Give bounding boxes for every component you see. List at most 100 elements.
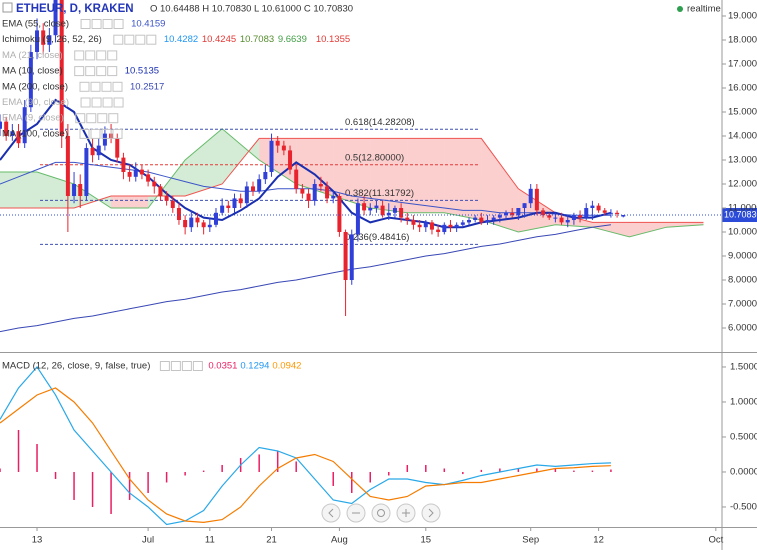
indicator-icon[interactable] (85, 66, 96, 77)
candle-body (281, 145, 286, 151)
candle-body (331, 196, 336, 199)
indicator-icon[interactable] (79, 128, 90, 139)
fib-label: 0.5(12.80000) (345, 152, 404, 163)
indicator-icon[interactable] (112, 81, 123, 92)
reset-button[interactable] (371, 503, 391, 523)
indicator-icon[interactable] (113, 19, 124, 29)
macd-readout: 0.1294 (240, 361, 269, 372)
cloud-segment (629, 222, 667, 237)
indicator-icon[interactable] (96, 50, 107, 61)
cloud-segment (481, 138, 519, 233)
indicator-icon[interactable] (113, 97, 124, 108)
candle-body (47, 35, 52, 45)
candle-body (442, 224, 447, 233)
candle-body (41, 30, 46, 45)
indicator-icon[interactable] (170, 361, 181, 371)
candle-body (615, 212, 620, 215)
indicator-icon[interactable] (86, 113, 97, 124)
candle-body (362, 203, 367, 211)
indicator-icon[interactable] (107, 50, 118, 61)
candle-body (146, 174, 151, 182)
fib-label: 0.618(14.28208) (345, 117, 415, 128)
fib-label: 0.382(11.31792) (345, 188, 414, 199)
cloud-segment (444, 138, 482, 221)
x-tick-label: Sep (522, 535, 539, 546)
indicator-icon[interactable] (85, 50, 96, 61)
candle-body (528, 188, 533, 204)
macd-title: MACD (12, 26, close, 9, false, true) (2, 361, 150, 372)
indicator-icon[interactable] (91, 97, 102, 108)
x-tick-label: 11 (205, 535, 215, 546)
indicator-icon[interactable] (90, 81, 101, 92)
indicator-icon[interactable] (102, 97, 113, 108)
candle-body (423, 222, 428, 228)
indicator-readout: 10.4282 (164, 34, 198, 45)
cloud-segment (185, 128, 223, 197)
indicator-icon[interactable] (112, 128, 123, 139)
indicator-icon[interactable] (75, 113, 86, 124)
candle-body (374, 205, 379, 209)
indicator-icon[interactable] (96, 66, 107, 77)
indicator-icon[interactable] (135, 34, 146, 45)
indicator-icon[interactable] (74, 50, 85, 61)
candle-body (288, 150, 293, 170)
macd-readout: 0.0351 (208, 361, 237, 372)
candle-body (115, 138, 120, 158)
candle-body (72, 184, 77, 197)
indicator-icon[interactable] (146, 34, 157, 45)
candle-body (0, 121, 2, 129)
scroll-right-button[interactable] (421, 503, 441, 523)
cloud-segment (37, 172, 75, 209)
candle-body (318, 184, 323, 187)
indicator-icon[interactable] (97, 113, 108, 124)
indicator-icon[interactable] (91, 19, 102, 29)
indicator-icon[interactable] (79, 81, 90, 92)
indicator-name: EMA (9, close) (2, 113, 64, 124)
indicator-icon[interactable] (124, 34, 135, 45)
indicator-icon[interactable] (102, 19, 113, 29)
candle-body (65, 136, 70, 197)
y-tick-label: 0.5000 (730, 431, 757, 442)
candle-body (164, 196, 169, 201)
x-tick-label: 13 (32, 535, 43, 546)
candle-body (269, 140, 274, 173)
main-pane: 0.618(14.28208) 0.5(12.80000) 0.382(11.317… (0, 0, 722, 333)
indicator-icon[interactable] (108, 113, 119, 124)
cloud-segment (333, 138, 371, 209)
indicator-icon[interactable] (90, 128, 101, 139)
indicator-icon[interactable] (101, 128, 112, 139)
candle-body (195, 217, 200, 223)
candle-body (510, 212, 515, 216)
cloud-line (0, 137, 704, 223)
x-tick-label: Aug (331, 535, 348, 546)
indicator-icon[interactable] (101, 81, 112, 92)
indicator-icon[interactable] (80, 19, 91, 29)
candle-body (158, 186, 163, 197)
indicator-icon[interactable] (159, 361, 170, 371)
collapse-icon[interactable] (2, 2, 13, 13)
indicator-readout: 10.4245 (202, 34, 236, 45)
scroll-left-button[interactable] (321, 503, 341, 523)
indicator-icon[interactable] (107, 66, 118, 77)
indicator-icon[interactable] (80, 97, 91, 108)
indicator-name: MA (100, close) (2, 128, 68, 139)
indicator-icon[interactable] (113, 34, 124, 45)
candle-body (541, 210, 546, 216)
ohlc-readout: O 10.64488 H 10.70830 L 10.61000 C 10.70… (150, 4, 353, 15)
candle-body (238, 198, 243, 204)
x-tick-label: 21 (266, 535, 277, 546)
cloud-segment (111, 196, 149, 209)
indicator-icon[interactable] (74, 66, 85, 77)
candle-body (10, 131, 15, 137)
candle-body (534, 188, 539, 211)
candle-body (275, 140, 280, 146)
zoom-controls[interactable] (321, 503, 441, 523)
indicator-icon[interactable] (181, 361, 192, 371)
candle-body (584, 208, 589, 218)
indicator-line (0, 98, 612, 229)
candle-body (139, 169, 144, 175)
indicator-icon[interactable] (192, 361, 203, 371)
